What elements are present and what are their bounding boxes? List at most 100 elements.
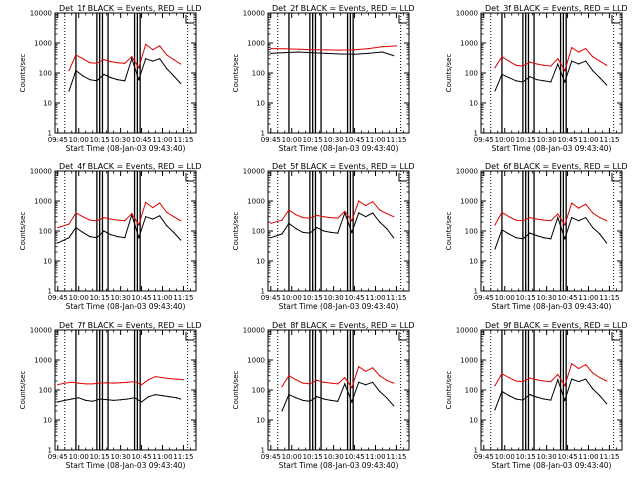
data-point-lld — [180, 220, 182, 222]
data-point-lld — [330, 216, 332, 219]
data-point-lld — [564, 70, 566, 72]
data-point-lld — [124, 62, 126, 64]
y-tick-label: 1000 — [247, 198, 265, 206]
y-tick-label: 10 — [43, 417, 52, 425]
y-tick-label: 1000 — [247, 40, 265, 48]
x-axis-label: Start Time (08-Jan-03 09:43:40) — [66, 461, 186, 470]
data-point-events — [358, 381, 360, 383]
y-tick-label: 1 — [48, 288, 52, 296]
data-point-lld — [295, 379, 297, 381]
data-point-events — [103, 230, 105, 232]
x-tick-label: 11:15 — [386, 294, 406, 302]
legend-notch — [398, 332, 407, 341]
data-point-lld — [358, 200, 360, 202]
data-point-events — [372, 381, 374, 383]
data-point-events — [543, 80, 545, 82]
data-point-lld — [103, 216, 105, 219]
x-tick-label: 11:15 — [599, 294, 619, 302]
data-point-events — [126, 398, 129, 400]
x-tick-label: 10:00 — [495, 453, 515, 461]
x-tick-label: 10:45 — [131, 136, 151, 144]
data-point-lld — [89, 219, 91, 221]
y-tick-label: 1000 — [460, 198, 478, 206]
data-point-lld — [536, 218, 538, 220]
data-point-lld — [515, 219, 517, 221]
data-point-lld — [133, 381, 136, 383]
data-point-lld — [152, 207, 154, 209]
y-tick-label: 1000 — [460, 40, 478, 48]
data-point-lld — [337, 217, 339, 219]
data-point-lld — [182, 379, 185, 381]
x-tick-label: 10:30 — [111, 294, 131, 302]
data-point-lld — [154, 375, 157, 378]
data-point-lld — [140, 384, 143, 386]
data-point-events — [501, 73, 503, 75]
x-tick-label: 10:15 — [90, 294, 110, 302]
data-point-lld — [152, 49, 154, 51]
chart-panel-9: Det_9f BLACK = Events, RED = LLD 1 10 100 10… — [445, 321, 628, 470]
x-tick-label: 11:00 — [365, 453, 385, 461]
data-point-lld — [120, 382, 122, 384]
y-axis-label: Counts/sec — [19, 371, 27, 410]
data-point-events — [284, 51, 286, 54]
data-point-lld — [386, 379, 388, 381]
x-tick-label: 10:30 — [324, 453, 344, 461]
x-axis-label: Start Time (08-Jan-03 09:43:40) — [66, 144, 186, 153]
data-point-lld — [564, 385, 566, 387]
data-point-lld — [571, 47, 573, 49]
chart-title: Det_8f BLACK = Events, RED = LLD — [272, 321, 415, 330]
data-point-events — [154, 394, 157, 396]
data-point-lld — [131, 56, 133, 58]
data-point-events — [180, 398, 182, 400]
data-point-events — [96, 237, 98, 239]
x-tick-label: 11:00 — [578, 453, 598, 461]
x-tick-label: 10:45 — [557, 453, 577, 461]
data-point-lld — [599, 60, 601, 62]
data-point-lld — [78, 382, 80, 384]
x-tick-label: 10:00 — [282, 453, 302, 461]
y-tick-label: 10000 — [456, 10, 478, 18]
data-point-events — [85, 399, 87, 402]
y-tick-label: 100 — [252, 228, 265, 236]
data-point-lld — [64, 382, 66, 384]
y-axis-label: Counts/sec — [232, 54, 240, 93]
data-point-events — [89, 79, 91, 81]
data-point-events — [515, 398, 517, 400]
data-point-lld — [309, 217, 311, 219]
data-point-lld — [508, 216, 510, 218]
y-tick-label: 10000 — [243, 168, 265, 176]
data-point-events — [152, 218, 154, 220]
data-point-events — [501, 229, 503, 231]
series-events-line — [57, 212, 181, 244]
y-tick-label: 100 — [39, 228, 52, 236]
y-axis-label: Counts/sec — [232, 212, 240, 251]
legend-notch — [185, 173, 194, 182]
data-point-events — [550, 81, 552, 83]
data-point-lld — [515, 380, 517, 382]
data-point-events — [110, 234, 112, 236]
data-point-lld — [312, 49, 314, 51]
data-point-lld — [159, 202, 161, 204]
x-tick-label: 11:15 — [386, 136, 406, 144]
data-point-lld — [180, 63, 182, 65]
data-point-events — [330, 399, 332, 402]
data-point-events — [381, 51, 384, 53]
y-axis-label: Counts/sec — [445, 371, 453, 410]
data-point-events — [270, 237, 272, 239]
series-events-line — [494, 378, 607, 410]
x-tick-label: 10:30 — [324, 294, 344, 302]
data-point-events — [323, 230, 325, 232]
x-axis-label: Start Time (08-Jan-03 09:43:40) — [492, 302, 612, 311]
data-point-lld — [175, 378, 178, 380]
data-point-events — [571, 378, 573, 380]
data-point-lld — [529, 216, 531, 219]
data-point-events — [124, 237, 126, 239]
data-point-events — [106, 398, 108, 401]
chart-panel-3: Det_3f BLACK = Events, RED = LLD 1 10 100 10… — [445, 4, 628, 153]
x-tick-label: 10:45 — [131, 294, 151, 302]
data-point-lld — [131, 213, 133, 215]
data-point-events — [145, 58, 147, 60]
data-point-events — [393, 405, 395, 407]
data-point-lld — [543, 380, 545, 382]
y-tick-label: 10000 — [30, 168, 52, 176]
